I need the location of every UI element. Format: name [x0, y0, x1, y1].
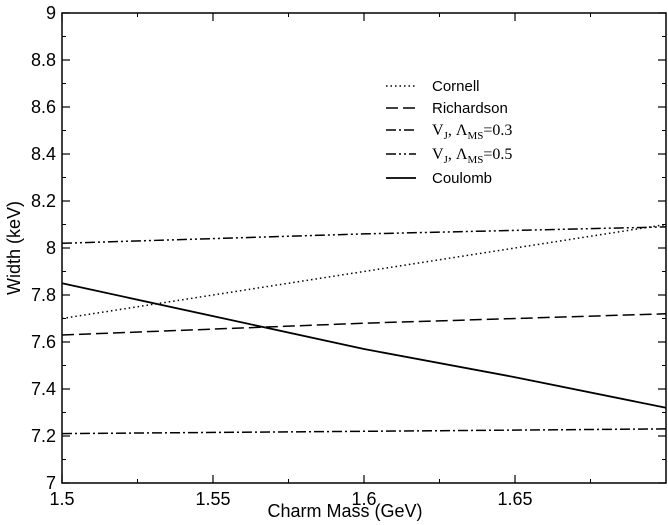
y-tick-label: 8 — [46, 238, 56, 258]
series-line-3 — [61, 226, 667, 245]
legend-label-richardson: Richardson — [432, 100, 508, 117]
x-tick-label: 1.6 — [351, 489, 376, 509]
x-tick-label: 1.5 — [49, 489, 74, 509]
x-tick-label: 1.55 — [195, 489, 230, 509]
y-tick-label: 8.4 — [31, 144, 56, 164]
x-ticks: 1.5 1.55 1.6 1.65 — [49, 13, 591, 509]
y-tick-label: 7.8 — [31, 285, 56, 305]
series-line-4 — [61, 282, 667, 409]
x-axis-title: Charm Mass (GeV) — [267, 501, 422, 521]
y-tick-label: 7.2 — [31, 426, 56, 446]
legend-label-coulomb: Coulomb — [432, 170, 492, 187]
y-tick-label: 7 — [46, 473, 56, 493]
y-axis-title: Width (keV) — [4, 201, 24, 295]
legend-label-cornell: Cornell — [432, 78, 480, 95]
y-ticks: 7 7.2 7.4 7.6 7.8 8 8.2 8.4 8.6 8.8 9 — [31, 3, 666, 493]
y-tick-label: 9 — [46, 3, 56, 23]
y-tick-label: 8.8 — [31, 50, 56, 70]
series-line-0 — [61, 223, 667, 320]
y-tick-label: 7.6 — [31, 332, 56, 352]
series-line-2 — [61, 428, 667, 435]
y-tick-label: 8.6 — [31, 97, 56, 117]
legend: Cornell Richardson VJ, ΛMS=0.3 VJ, ΛMS=0… — [386, 78, 512, 187]
series-layer — [61, 223, 667, 435]
x-tick-label: 1.65 — [497, 489, 532, 509]
series-line-1 — [61, 313, 667, 336]
legend-label-vj-0-5: VJ, ΛMS=0.5 — [432, 146, 512, 166]
y-tick-label: 8.2 — [31, 191, 56, 211]
legend-label-vj-0-3: VJ, ΛMS=0.3 — [432, 122, 512, 142]
y-tick-label: 7.4 — [31, 379, 56, 399]
plot-frame — [61, 12, 667, 484]
